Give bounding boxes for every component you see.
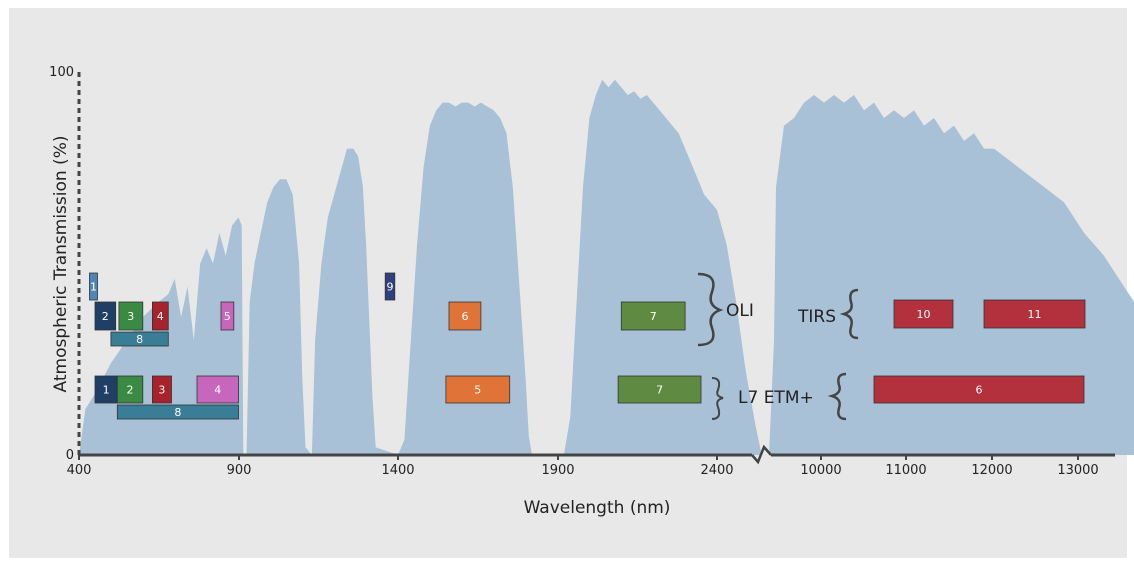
etm-band-1: 1 <box>94 375 118 404</box>
tirs-label: TIRS <box>797 307 836 327</box>
oli-band-1: 1 <box>89 272 98 301</box>
oli-label: OLI <box>726 301 754 321</box>
band-label: 3 <box>158 384 165 397</box>
y-tick-label: 0 <box>66 448 74 463</box>
x-tick-label: 2400 <box>700 463 733 478</box>
etm-band-2: 2 <box>116 375 144 404</box>
band-label: 11 <box>1028 308 1042 321</box>
band-rect <box>220 301 235 331</box>
etm-label: L7 ETM+ <box>738 388 814 408</box>
oli-band-5: 5 <box>220 301 235 331</box>
x-tick-label: 900 <box>227 463 252 478</box>
band-label: 1 <box>103 384 110 397</box>
band-rect <box>873 375 1085 404</box>
transmission-area-2 <box>769 95 1134 455</box>
band-label: 5 <box>224 310 231 323</box>
band-label: 10 <box>917 308 931 321</box>
x-tick-label: 12000 <box>971 463 1012 478</box>
etm-band-7: 7 <box>617 375 702 404</box>
oli-band-3: 3 <box>118 301 144 331</box>
x-tick-label: 1900 <box>541 463 574 478</box>
band-label: 7 <box>656 384 663 397</box>
axis-break-mark <box>751 444 772 465</box>
etm-brace <box>711 377 724 420</box>
x-axis-title: Wavelength (nm) <box>524 498 671 518</box>
etm_thermal-band-6: 6 <box>873 375 1085 404</box>
band-rect <box>118 301 144 331</box>
axes <box>77 72 1115 465</box>
band-rect <box>893 299 954 329</box>
etm-band-3: 3 <box>151 375 172 404</box>
x-tick-label: 11000 <box>885 463 926 478</box>
band-rect <box>151 375 172 404</box>
transmission-area-1 <box>79 79 762 455</box>
band-rect <box>448 301 482 331</box>
band-label: 2 <box>102 310 109 323</box>
etm-thermal-brace <box>827 372 847 421</box>
band-label: 6 <box>462 310 469 323</box>
band-label: 8 <box>174 406 181 419</box>
oli-band-8: 8 <box>110 331 169 347</box>
x-tick-label: 1400 <box>381 463 414 478</box>
x-tick-label: 400 <box>67 463 92 478</box>
band-rect <box>116 404 239 420</box>
oli-band-7: 7 <box>620 301 686 331</box>
x-tick-label: 10000 <box>800 463 841 478</box>
band-rect <box>445 375 511 404</box>
etm-band-4: 4 <box>196 375 239 404</box>
band-rect <box>89 272 98 301</box>
band-rect <box>116 375 144 404</box>
band-label: 9 <box>387 281 394 294</box>
tirs-band-11: 11 <box>983 299 1086 329</box>
etm-band-8: 8 <box>116 404 239 420</box>
oli-band-4: 4 <box>151 301 169 331</box>
tirs-brace <box>839 288 859 340</box>
band-rect <box>151 301 169 331</box>
band-label: 2 <box>127 384 134 397</box>
etm-band-5: 5 <box>445 375 511 404</box>
tirs-band-10: 10 <box>893 299 954 329</box>
band-label: 8 <box>136 333 143 346</box>
band-label: 3 <box>127 310 134 323</box>
x-tick-label: 13000 <box>1057 463 1098 478</box>
band-rect <box>983 299 1086 329</box>
oli-band-6: 6 <box>448 301 482 331</box>
band-rect <box>620 301 686 331</box>
oli-brace <box>697 272 724 347</box>
band-rect <box>110 331 169 347</box>
band-label: 6 <box>976 384 983 397</box>
oli-band-9: 9 <box>384 272 396 301</box>
band-label: 5 <box>474 384 481 397</box>
band-rect <box>196 375 239 404</box>
band-label: 1 <box>90 281 97 294</box>
transmission-areas <box>79 79 1134 455</box>
band-rect <box>617 375 702 404</box>
oli-band-2: 2 <box>94 301 117 331</box>
band-rect <box>384 272 396 301</box>
band-label: 7 <box>650 310 657 323</box>
band-rects: 1 2 3 4 5 8 9 6 7 1 2 3 4 8 5 7 10 11 6 <box>89 272 1086 420</box>
y-axis-title: Atmospheric Transmission (%) <box>51 136 71 393</box>
band-label: 4 <box>214 384 221 397</box>
band-rect <box>94 301 117 331</box>
y-tick-label: 100 <box>49 65 74 80</box>
band-label: 4 <box>157 310 164 323</box>
tick-labels: 400 900 1400 1900 2400 10000 11000 12000 13000 0 1… <box>49 65 1099 478</box>
